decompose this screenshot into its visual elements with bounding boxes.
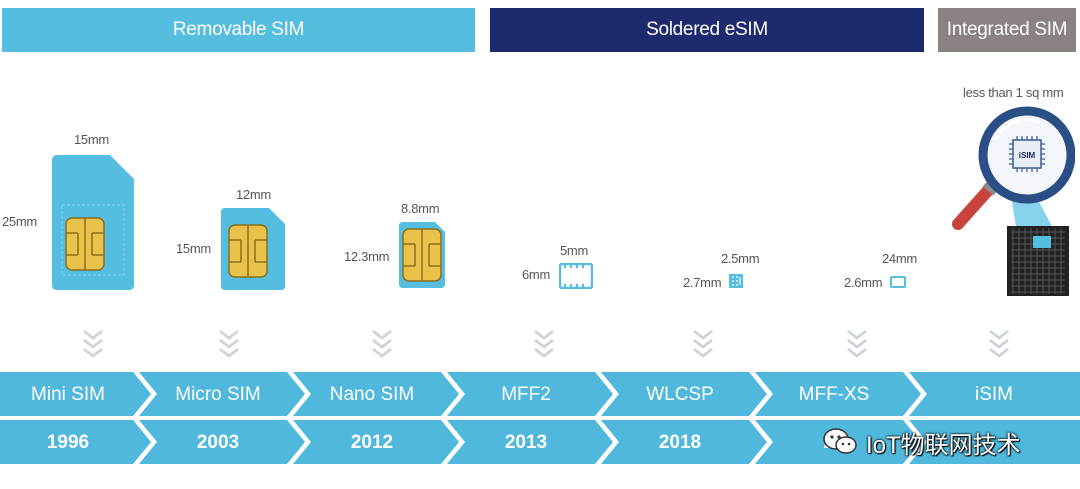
micro-sim-height-label: 15mm <box>176 241 211 256</box>
wechat-icon <box>823 428 857 454</box>
timeline-year-segment-4 <box>601 420 767 464</box>
mff-xs-width-label: 24mm <box>882 251 917 266</box>
timeline-name-mff-xs: MFF-XS <box>799 384 870 405</box>
chevron-down-icon <box>847 329 867 358</box>
timeline-name-segment-4 <box>601 372 767 416</box>
timeline-name-mff2: MFF2 <box>501 384 551 405</box>
band-integrated-sim: Integrated SIM <box>938 8 1076 52</box>
mini-sim-height-label: 25mm <box>2 214 37 229</box>
nano-sim-card <box>399 222 445 288</box>
chevron-down-icon <box>534 329 554 358</box>
mff2-chip <box>559 263 593 289</box>
mff2-height-label: 6mm <box>522 267 550 282</box>
timeline-name-isim: iSIM <box>975 384 1013 405</box>
nano-sim-width-label: 8.8mm <box>401 201 440 216</box>
mff2-width-label: 5mm <box>560 243 588 258</box>
chevron-down-icon <box>989 329 1009 358</box>
timeline-name-nano-sim: Nano SIM <box>330 384 414 405</box>
soc-grid <box>1011 228 1065 294</box>
mff-xs-chip <box>890 276 906 288</box>
timeline-name-wlcsp: WLCSP <box>646 384 714 405</box>
mini-sim-card <box>52 155 134 290</box>
timeline-year-mff2: 2013 <box>505 432 547 453</box>
timeline-name-segment-0 <box>0 372 151 416</box>
band-soldered-esim: Soldered eSIM <box>490 8 924 52</box>
mini-sim-width-label: 15mm <box>74 132 109 147</box>
isim-size-label: less than 1 sq mm <box>963 85 1064 100</box>
magnifier-handle <box>952 178 1001 230</box>
timeline-name-micro-sim: Micro SIM <box>175 384 261 405</box>
wlcsp-height-label: 2.7mm <box>683 275 722 290</box>
chevron-down-icon <box>83 329 103 358</box>
timeline-year-segment-3 <box>447 420 613 464</box>
band-removable-label: Removable SIM <box>172 19 305 40</box>
chevron-down-icon <box>219 329 239 358</box>
timeline-year-micro-sim: 2003 <box>197 432 239 453</box>
micro-sim-width-label: 12mm <box>236 187 271 202</box>
chevron-down-icon <box>693 329 713 358</box>
timeline-year-segment-2 <box>293 420 459 464</box>
wlcsp-width-label: 2.5mm <box>721 251 760 266</box>
isim-magnifier-illustration: iSIM <box>952 106 1075 296</box>
wlcsp-chip <box>729 274 743 288</box>
isim-chip-label: iSIM <box>1019 151 1036 160</box>
watermark-text: IoT物联网技术 <box>866 431 1021 459</box>
timeline-name-segment-1 <box>139 372 305 416</box>
band-removable-sim: Removable SIM <box>2 8 475 52</box>
timeline-name-segment-3 <box>447 372 613 416</box>
timeline-year-mini-sim: 1996 <box>47 432 89 453</box>
mff-xs-height-label: 2.6mm <box>844 275 883 290</box>
timeline-year-segment-1 <box>139 420 305 464</box>
band-soldered-label: Soldered eSIM <box>646 19 768 40</box>
nano-sim-height-label: 12.3mm <box>344 249 390 264</box>
timeline-year-segment-6 <box>909 420 1080 464</box>
timeline-name-segment-6 <box>909 372 1080 416</box>
micro-sim-card <box>221 208 285 290</box>
wechat-watermark: IoT物联网技术 <box>822 424 1021 460</box>
timeline-name-segment-5 <box>755 372 921 416</box>
timeline-year-wlcsp: 2018 <box>659 432 701 453</box>
timeline-year-segment-0 <box>0 420 151 464</box>
timeline-arrows: Mini SIM Micro SIM Nano SIM MFF2 WLCSP M… <box>0 372 1080 464</box>
band-integrated-label: Integrated SIM <box>946 19 1068 40</box>
timeline-year-nano-sim: 2012 <box>351 432 393 453</box>
timeline-name-segment-2 <box>293 372 459 416</box>
chevron-down-icon <box>372 329 392 358</box>
timeline-name-mini-sim: Mini SIM <box>31 384 105 405</box>
